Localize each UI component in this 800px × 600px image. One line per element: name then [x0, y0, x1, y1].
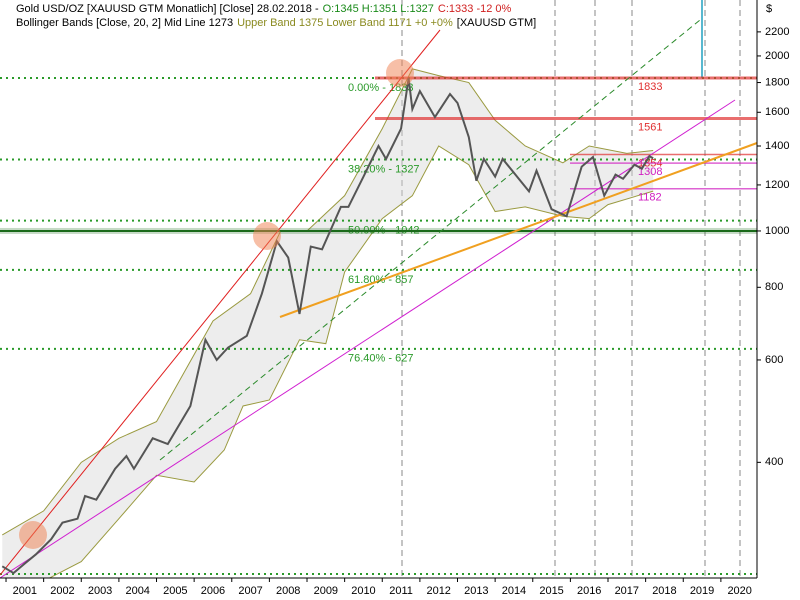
- x-tick-label: 2018: [652, 585, 676, 597]
- axes: 400 600 800 1000 1200 1400 1600 1800 2000 2200 200…: [5, 26, 789, 597]
- y-tick-label: 600: [765, 354, 783, 366]
- y-tick-label: 1400: [765, 140, 789, 152]
- x-tick-label: 2004: [125, 585, 149, 597]
- bollinger-bands: [2, 68, 654, 587]
- x-tick-label: 2010: [351, 585, 375, 597]
- x-tick-label: 2009: [314, 585, 338, 597]
- band-fill: [2, 68, 654, 587]
- y-unit: $: [766, 3, 772, 15]
- x-tick-label: 2016: [577, 585, 601, 597]
- x-tick-label: 2017: [615, 585, 639, 597]
- band-line: [2, 145, 654, 587]
- level-label: 1308: [638, 166, 662, 178]
- x-tick-label: 2019: [690, 585, 714, 597]
- x-tick-label: 2007: [238, 585, 262, 597]
- fib-label: 38.20% - 1327: [348, 163, 420, 175]
- header-text: Bollinger Bands [Close, 20, 2] Mid Line …: [16, 17, 233, 29]
- x-tick-label: 2005: [163, 585, 187, 597]
- vertical-markers: [401, 0, 741, 578]
- y-axis-panel: [757, 0, 800, 600]
- header: Gold USD/OZ [XAUUSD GTM Monatlich] [Clos…: [16, 3, 536, 29]
- x-tick-label: 2012: [426, 585, 450, 597]
- trendline: [279, 142, 758, 318]
- level-label: 1833: [638, 81, 662, 93]
- y-tick-label: 2000: [765, 50, 789, 62]
- level-label: 1561: [638, 121, 662, 133]
- trendline: [159, 19, 701, 461]
- header-text: O:1345 H:1351 L:1327: [323, 3, 434, 15]
- x-tick-label: 2011: [389, 585, 413, 597]
- plot-area: [0, 0, 757, 578]
- header-text: Gold USD/OZ [XAUUSD GTM Monatlich] [Clos…: [16, 3, 319, 15]
- highlights: [19, 59, 414, 549]
- x-tick-label: 2006: [201, 585, 225, 597]
- y-tick-label: 800: [765, 281, 783, 293]
- y-tick-label: 1600: [765, 106, 789, 118]
- trendlines: [0, 19, 758, 579]
- highlight-circle: [253, 222, 281, 250]
- band-line: [2, 68, 654, 536]
- x-tick-label: 2020: [727, 585, 751, 597]
- y-tick-label: 2200: [765, 26, 789, 38]
- price-line: [1, 78, 654, 575]
- x-tick-label: 2013: [464, 585, 488, 597]
- header-text: C:1333 -12 0%: [438, 3, 512, 15]
- y-tick-label: 1000: [765, 225, 789, 237]
- fib-label: 76.40% - 627: [348, 353, 413, 365]
- x-tick-label: 2001: [13, 585, 37, 597]
- highlight-circle: [19, 521, 47, 549]
- y-tick-label: 400: [765, 456, 783, 468]
- x-tick-label: 2014: [502, 585, 526, 597]
- highlight-circle: [386, 59, 414, 87]
- level-label: 1182: [638, 192, 662, 204]
- x-tick-label: 2015: [539, 585, 563, 597]
- header-text: [XAUUSD GTM]: [457, 17, 536, 29]
- x-tick-label: 2002: [50, 585, 74, 597]
- x-axis-panel: [0, 578, 800, 600]
- header-text: Upper Band 1375 Lower Band 1171 +0 +0%: [237, 17, 453, 29]
- y-tick-label: 1800: [765, 76, 789, 88]
- x-tick-label: 2008: [276, 585, 300, 597]
- series: [1, 78, 654, 575]
- trendline: [0, 29, 441, 576]
- y-tick-label: 1200: [765, 179, 789, 191]
- x-tick-label: 2003: [88, 585, 112, 597]
